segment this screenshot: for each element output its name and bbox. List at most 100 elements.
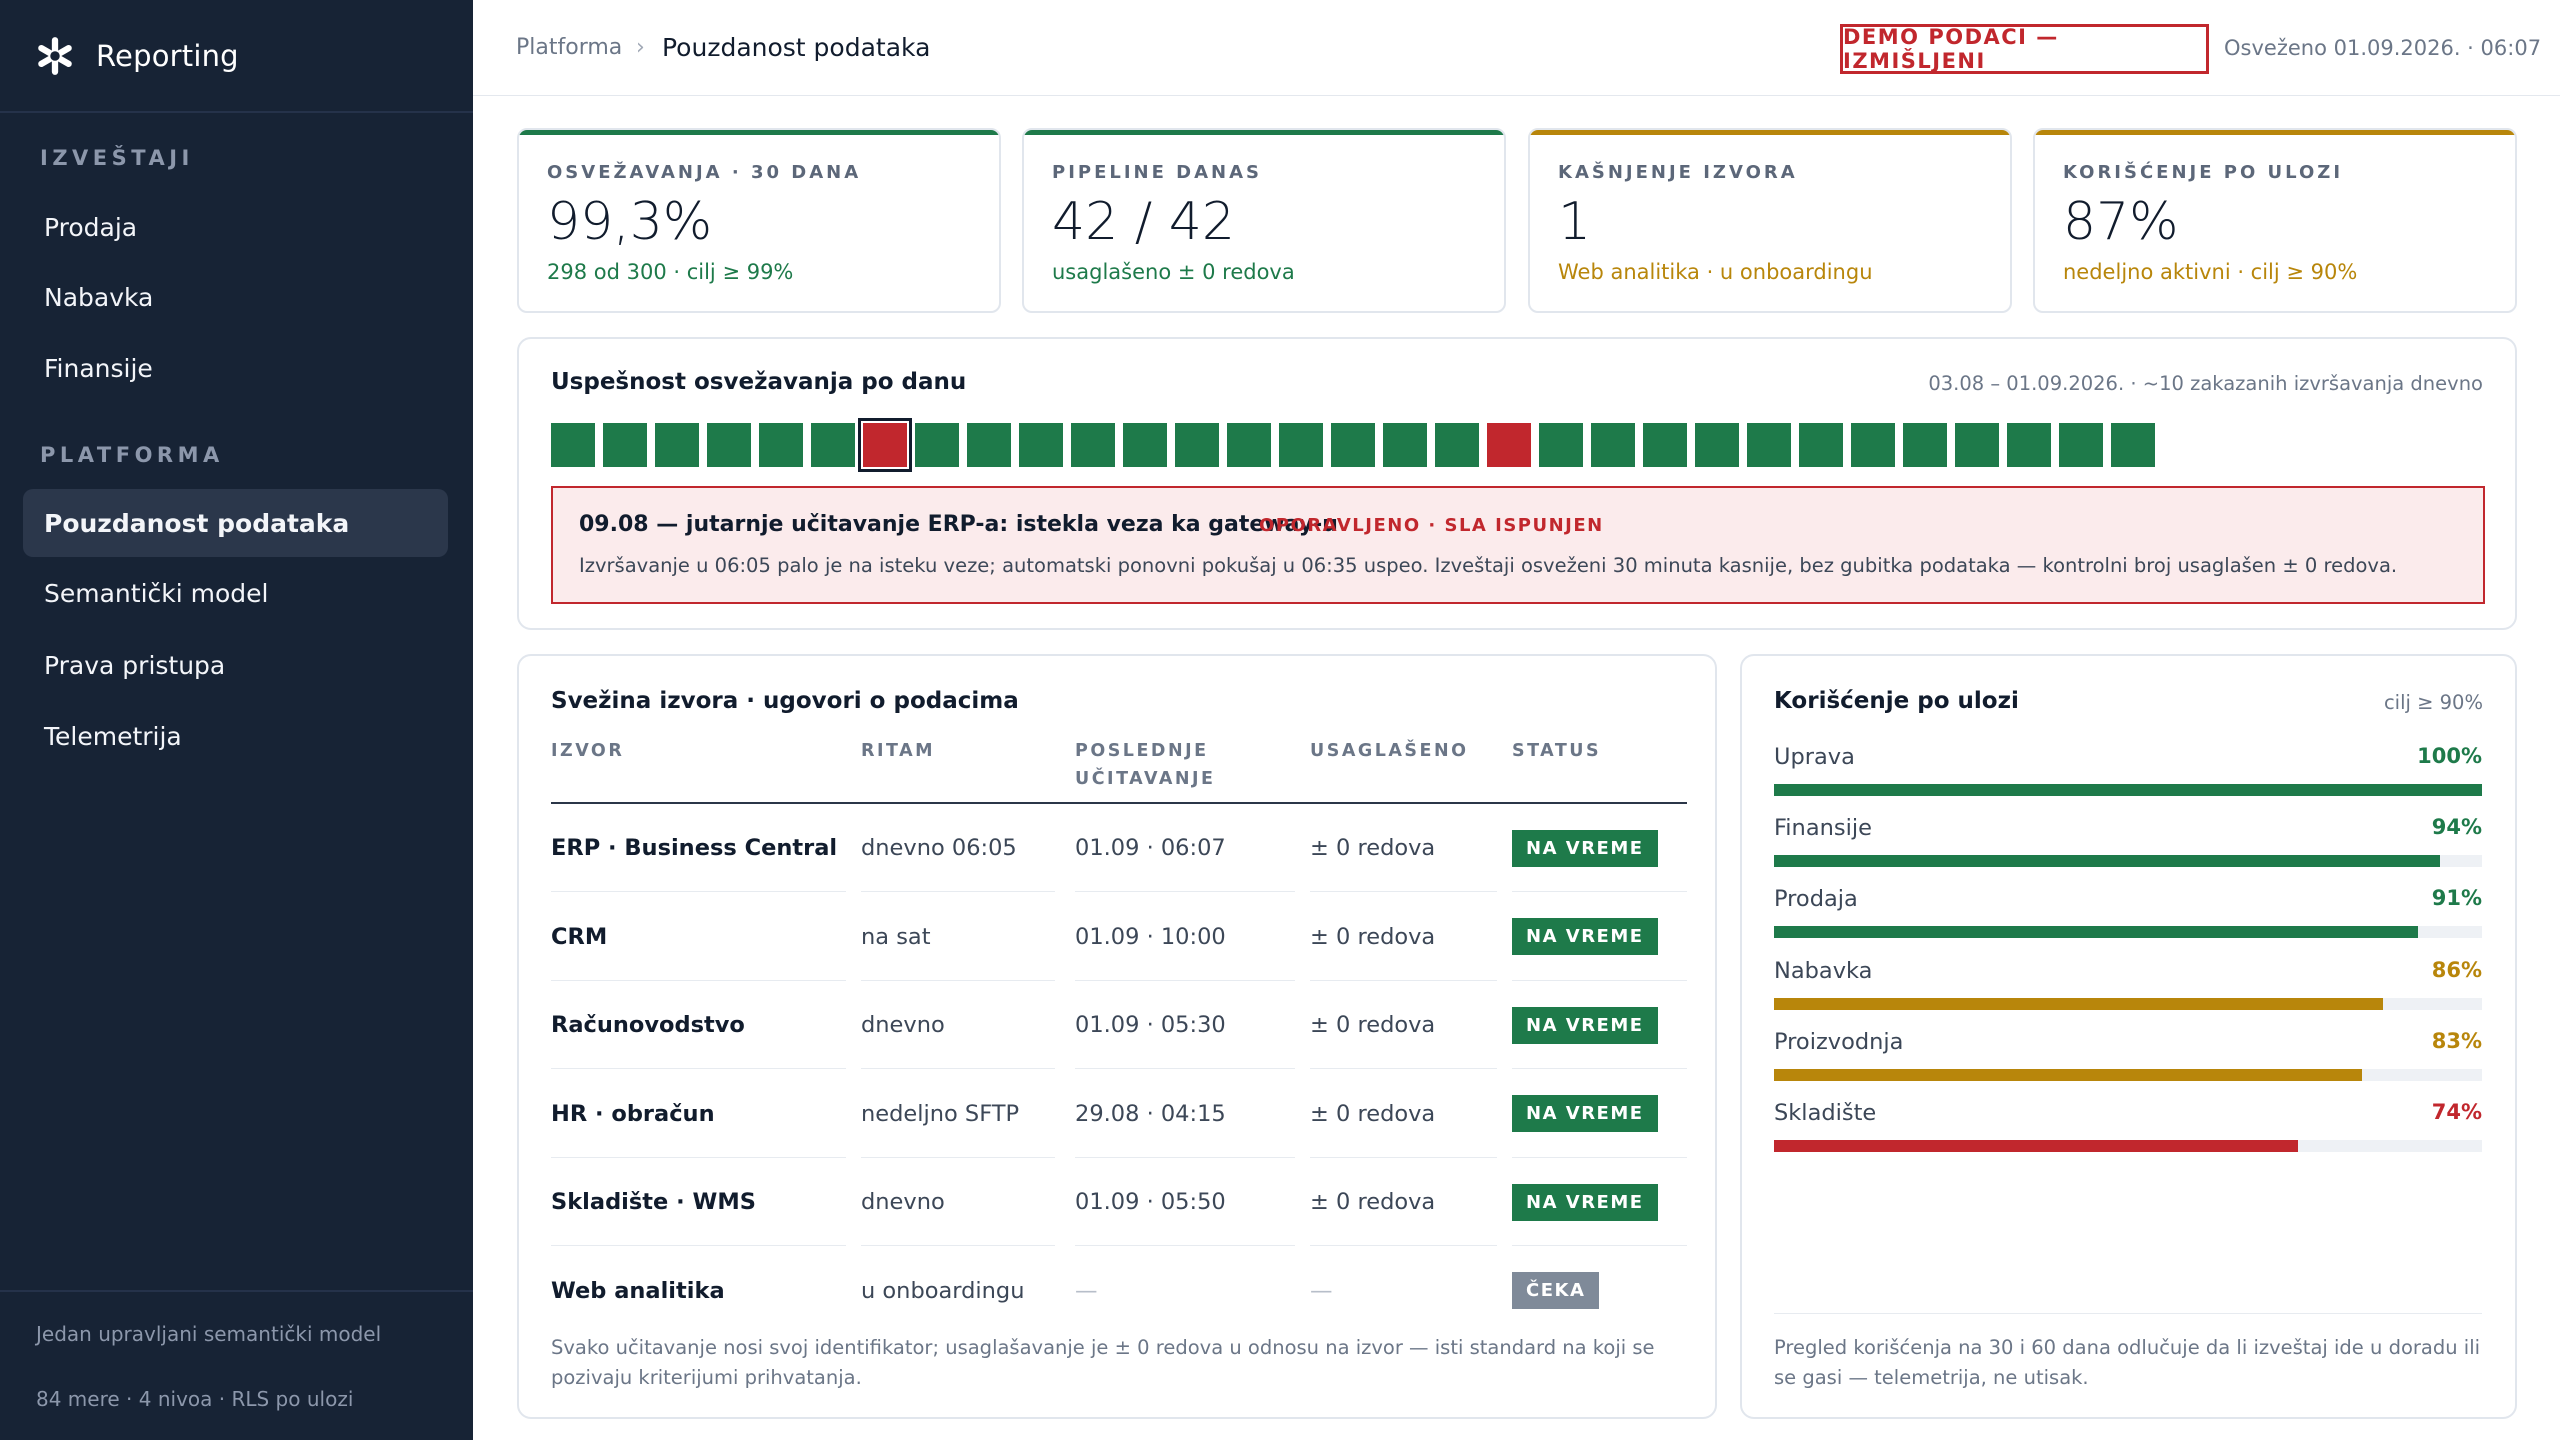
day-cell[interactable] — [858, 418, 912, 472]
kpi-subtext: 298 od 300 · cilj ≥ 99% — [547, 260, 794, 284]
day-cell[interactable] — [1331, 423, 1375, 467]
cell-status: NA VREME — [1512, 893, 1658, 981]
row-divider — [551, 979, 846, 981]
day-cell[interactable] — [1175, 423, 1219, 467]
day-cell[interactable] — [1227, 423, 1271, 467]
cell-status: NA VREME — [1512, 981, 1658, 1069]
role-usage-row: Nabavka 86% — [1774, 958, 2482, 1028]
table-header-rule — [551, 802, 1687, 804]
cell-reconciled: ± 0 redova — [1310, 1189, 1436, 1215]
kpi-accent-bar — [2035, 130, 2515, 135]
day-cell[interactable] — [1851, 423, 1895, 467]
status-badge: NA VREME — [1512, 829, 1658, 867]
day-cell[interactable] — [1123, 423, 1167, 467]
cell-status: NA VREME — [1512, 1158, 1658, 1246]
day-cell[interactable] — [1383, 423, 1427, 467]
sidebar-item-finansije[interactable]: Finansije — [23, 334, 448, 402]
column-header-status: STATUS — [1512, 741, 1602, 761]
table-row[interactable]: Skladište · WMS dnevno 01.09 · 05:50 ± 0 re… — [551, 1158, 1687, 1246]
cell-reconciled: ± 0 redova — [1310, 923, 1436, 950]
day-cell[interactable] — [655, 423, 699, 467]
row-divider — [1075, 1245, 1295, 1246]
day-cell[interactable] — [551, 423, 595, 467]
day-cell[interactable] — [1487, 423, 1531, 467]
cell-source: Web analitika — [551, 1277, 725, 1304]
role-usage-panel: Korišćenje po ulozi cilj ≥ 90% Uprava 100… — [1740, 654, 2517, 1419]
table-row[interactable]: Web analitika u onboardingu — — ČEKA — [551, 1247, 1687, 1335]
sidebar-item-label: Prava pristupa — [44, 650, 226, 680]
sidebar-item-telemetrija[interactable]: Telemetrija — [23, 702, 448, 770]
day-cell[interactable] — [811, 423, 855, 467]
status-badge: NA VREME — [1512, 1006, 1658, 1044]
sidebar-item-prodaja[interactable]: Prodaja — [23, 193, 448, 261]
row-divider — [1075, 979, 1295, 981]
panel-title: Uspešnost osvežavanja po danu — [551, 369, 967, 395]
row-divider — [861, 1156, 1055, 1158]
day-cell[interactable] — [1747, 423, 1791, 467]
row-divider — [1075, 891, 1295, 892]
status-badge: NA VREME — [1512, 1095, 1658, 1132]
row-divider — [861, 1245, 1055, 1246]
day-cell[interactable] — [1019, 423, 1063, 467]
sidebar-item-pouzdanost-podataka[interactable]: Pouzdanost podataka — [23, 489, 448, 557]
source-freshness-panel: Svežina izvora · ugovori o podacima IZVO… — [517, 654, 1717, 1419]
status-badge: NA VREME — [1512, 1183, 1658, 1221]
role-name: Uprava — [1774, 744, 1855, 770]
day-cell[interactable] — [603, 423, 647, 467]
table-row[interactable]: Računovodstvo dnevno 01.09 · 05:30 ± 0 redo… — [551, 981, 1687, 1069]
kpi-subtext: usaglašeno ± 0 redova — [1052, 260, 1295, 284]
breadcrumb-root[interactable]: Platforma — [516, 35, 623, 60]
role-percent: 86% — [2431, 957, 2482, 982]
day-cell[interactable] — [1903, 423, 1947, 467]
day-cell[interactable] — [2059, 423, 2103, 467]
day-cell[interactable] — [1643, 423, 1687, 467]
cell-cadence: dnevno — [861, 1012, 945, 1038]
usage-bar-fill — [1774, 784, 2482, 796]
day-cell[interactable] — [1539, 423, 1583, 467]
cell-reconciled: ± 0 redova — [1310, 835, 1436, 861]
sidebar-item-prava-pristupa[interactable]: Prava pristupa — [23, 631, 448, 699]
cell-reconciled: — — [1310, 1277, 1333, 1304]
sidebar-item-nabavka[interactable]: Nabavka — [23, 263, 448, 331]
day-cell[interactable] — [967, 423, 1011, 467]
brand[interactable]: Reporting — [0, 0, 473, 113]
cell-last-load: 01.09 · 10:00 — [1075, 923, 1226, 950]
row-divider — [1310, 891, 1497, 892]
kpi-subtext: nedeljno aktivni · cilj ≥ 90% — [2063, 260, 2358, 284]
day-cell[interactable] — [1435, 423, 1479, 467]
kpi-label: OSVEŽAVANJA · 30 DANA — [547, 162, 862, 183]
day-cell[interactable] — [1591, 423, 1635, 467]
day-cell[interactable] — [1799, 423, 1843, 467]
sidebar-item-semanticki-model[interactable]: Semantički model — [23, 559, 448, 627]
day-cell[interactable] — [2111, 423, 2155, 467]
day-cell[interactable] — [2007, 423, 2051, 467]
cell-cadence: nedeljno SFTP — [861, 1100, 1020, 1127]
table-row[interactable]: HR · obračun nedeljno SFTP 29.08 · 04:15 ± … — [551, 1070, 1687, 1158]
day-cell[interactable] — [1279, 423, 1323, 467]
sidebar-item-label: Pouzdanost podataka — [44, 508, 350, 538]
column-header-reconciled: USAGLAŠENO — [1310, 741, 1469, 761]
usage-bar-fill — [1774, 855, 2440, 868]
day-cell[interactable] — [1955, 423, 1999, 467]
cell-source: CRM — [551, 923, 608, 950]
table-row[interactable]: CRM na sat 01.09 · 10:00 ± 0 redova NA VREME — [551, 893, 1687, 981]
day-cell[interactable] — [1071, 423, 1115, 467]
row-divider — [861, 979, 1055, 981]
day-cell[interactable] — [707, 423, 751, 467]
day-cell[interactable] — [1695, 423, 1739, 467]
kpi-label: KAŠNJENJE IZVORA — [1558, 162, 1798, 183]
kpi-card-pipeline: PIPELINE DANAS 42 / 42 usaglašeno ± 0 re… — [1022, 128, 1506, 313]
sidebar-item-label: Semantički model — [44, 578, 269, 608]
day-cell[interactable] — [759, 423, 803, 467]
role-name: Nabavka — [1774, 957, 1873, 984]
cell-cadence: dnevno 06:05 — [861, 835, 1017, 861]
status-badge: NA VREME — [1512, 918, 1658, 955]
table-row[interactable]: ERP · Business Central dnevno 06:05 01.09 … — [551, 804, 1687, 892]
cell-reconciled: ± 0 redova — [1310, 1100, 1436, 1127]
cell-status: NA VREME — [1512, 1070, 1658, 1158]
day-cell[interactable] — [915, 423, 959, 467]
usage-bar-track — [1774, 855, 2482, 868]
kpi-card-refresh: OSVEŽAVANJA · 30 DANA 99,3% 298 od 300 ·… — [517, 128, 1001, 313]
row-divider — [861, 891, 1055, 892]
